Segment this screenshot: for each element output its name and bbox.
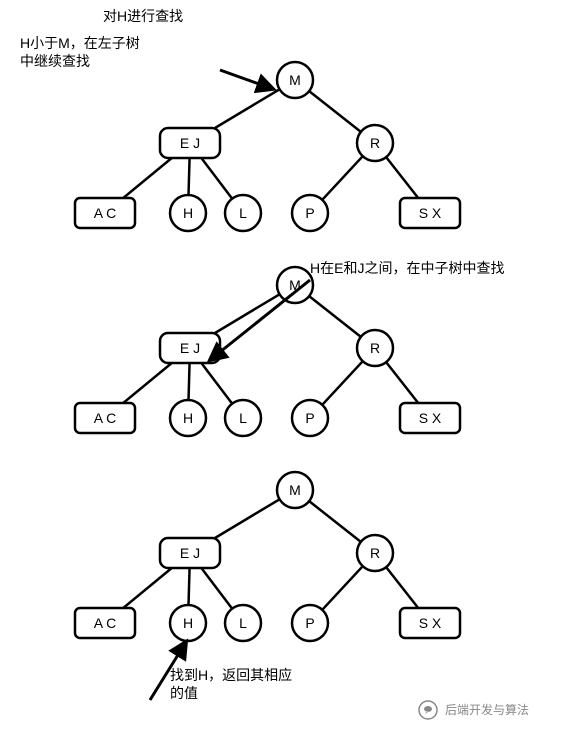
tree3: M E J R A C H L P S X [75,472,460,700]
tree-node-r: R [357,330,393,366]
tree-edge [309,501,361,542]
tree-node-label: H [183,615,193,631]
tree-node-ac: A C [75,403,135,433]
tree-node-label: L [239,410,247,426]
tree-node-m: M [277,62,313,98]
step3-note-line2: 的值 [170,685,198,701]
tree-node-m: M [277,267,313,303]
tree-edge [386,362,418,403]
tree-edge [309,91,361,132]
step1-note-line1: H小于M，在左子树 [20,35,140,51]
tree-edge [386,567,418,608]
tree-node-sx: S X [400,198,460,228]
tree-node-sx: S X [400,608,460,638]
step3-note-line1: 找到H，返回其相应 [170,667,292,683]
tree-node-label: A C [94,410,117,426]
tree-edge [123,568,172,608]
tree-node-h: H [170,605,206,641]
tree-node-label: R [370,340,380,356]
tree1: M E J R A C H L P S X [75,62,460,231]
tree-node-ac: A C [75,198,135,228]
tree-edge [189,158,190,195]
tree-edge [189,568,190,605]
tree-edge [123,158,172,198]
tree-node-label: L [239,615,247,631]
step2-note: H在E和J之间，在中子树中查找 [310,260,504,276]
tree-node-l: L [225,605,261,641]
tree-edge [322,156,363,200]
tree-node-label: E J [180,545,200,561]
tree-node-label: P [305,615,314,631]
watermark-text: 后端开发与算法 [445,702,529,717]
tree-node-h: H [170,195,206,231]
tree-node-p: P [292,400,328,436]
diagram-svg: M E J R A C H L P S X M E J R A C H L P S X M E J R A C H L P S… [0,0,585,730]
tree-node-label: P [305,410,314,426]
tree-node-r: R [357,125,393,161]
tree-node-label: A C [94,205,117,221]
diagram-canvas: M E J R A C H L P S X M E J R A C H L P S X M E J R A C H L P S… [0,0,585,730]
tree-edge [386,157,418,198]
watermark: 后端开发与算法 [419,701,529,719]
tree-node-label: M [289,72,301,88]
tree-node-l: L [225,195,261,231]
tree-node-label: P [305,205,314,221]
step1-note-line2: 中继续查找 [20,53,90,69]
tree-edge [309,296,361,337]
step1-title: 对H进行查找 [103,8,183,24]
tree-node-m: M [277,472,313,508]
tree-node-p: P [292,195,328,231]
tree-edge [201,158,232,199]
tree-node-label: A C [94,615,117,631]
tree-node-label: S X [419,410,442,426]
tree-edge [123,363,172,403]
tree-node-h: H [170,400,206,436]
tree-node-label: E J [180,340,200,356]
tree-node-label: M [289,482,301,498]
tree-edge [215,89,280,128]
tree-node-label: R [370,135,380,151]
tree-node-sx: S X [400,403,460,433]
tree-node-ac: A C [75,608,135,638]
tree-edge [322,566,363,610]
tree-node-label: R [370,545,380,561]
tree-node-ej: E J [160,538,220,568]
pointer-arrow [210,280,310,360]
pointer-arrow [220,70,273,89]
tree-edge [201,568,232,609]
tree-node-p: P [292,605,328,641]
tree-node-label: L [239,205,247,221]
tree-node-label: S X [419,615,442,631]
tree2: M E J R A C H L P S X [75,267,460,436]
tree-node-label: E J [180,135,200,151]
tree-edge [215,499,280,538]
tree-node-label: S X [419,205,442,221]
tree-node-label: H [183,205,193,221]
tree-edge [189,363,190,400]
tree-node-l: L [225,400,261,436]
tree-node-ej: E J [160,128,220,158]
tree-node-r: R [357,535,393,571]
tree-node-label: H [183,410,193,426]
tree-edge [201,363,232,404]
tree-edge [322,361,363,405]
